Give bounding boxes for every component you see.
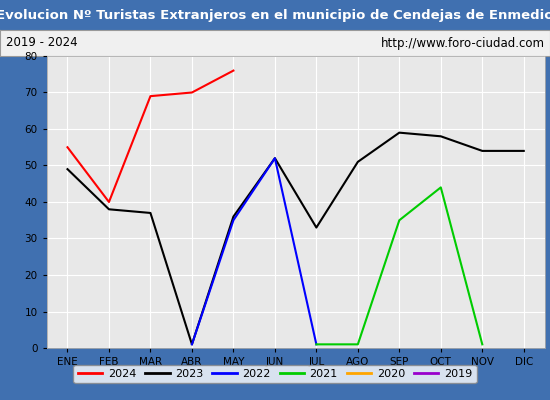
Text: 2019 - 2024: 2019 - 2024 — [6, 36, 77, 50]
Text: Evolucion Nº Turistas Extranjeros en el municipio de Cendejas de Enmedio: Evolucion Nº Turistas Extranjeros en el … — [0, 8, 550, 22]
Legend: 2024, 2023, 2022, 2021, 2020, 2019: 2024, 2023, 2022, 2021, 2020, 2019 — [74, 364, 476, 384]
Text: http://www.foro-ciudad.com: http://www.foro-ciudad.com — [381, 36, 544, 50]
